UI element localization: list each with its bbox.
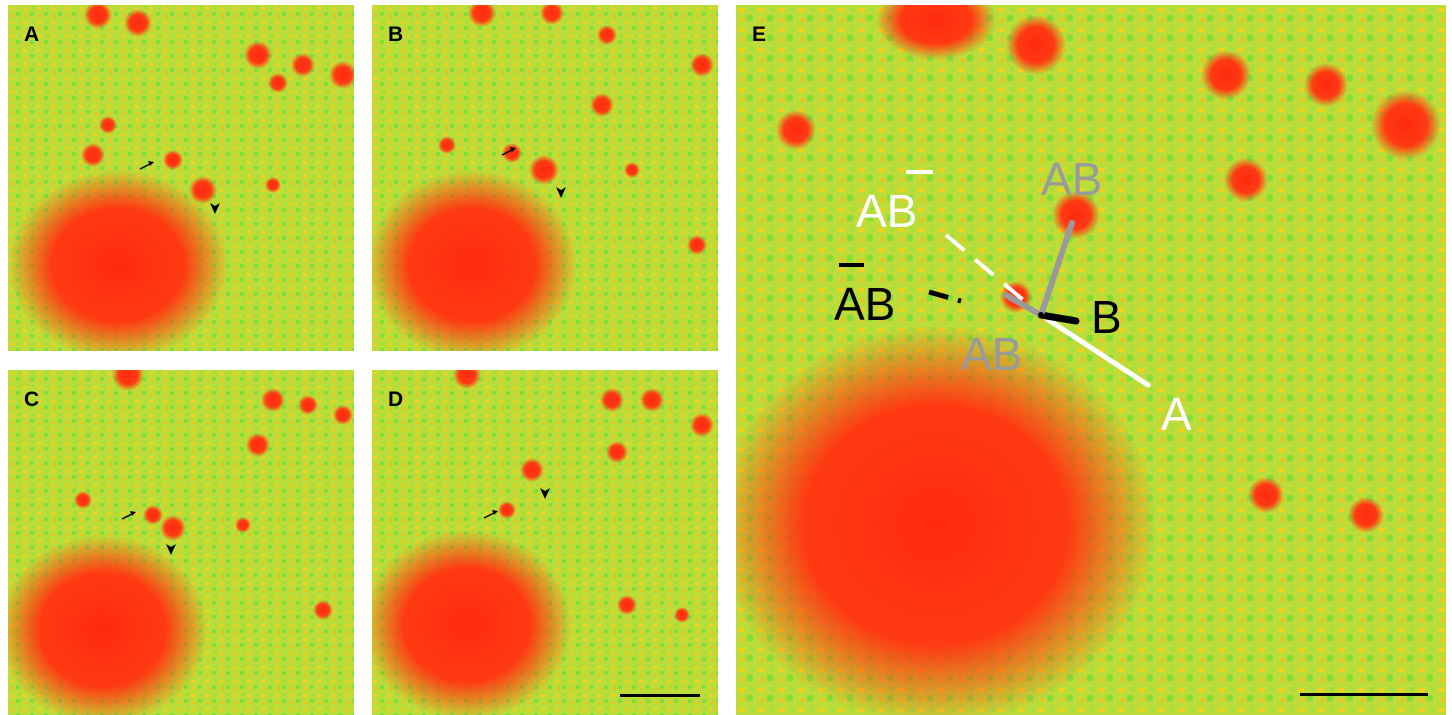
annot-label-ab-top: AB [1041,153,1102,205]
scale-bar [1300,693,1428,696]
vector-line-a [1038,312,1151,388]
arrow-icon [501,147,516,156]
annot-label-ab-bottom: AB [961,328,1022,380]
fluorescence-image-d [372,370,718,715]
fluorescence-image-a [8,5,354,351]
annot-label-abar-b: AB [834,278,895,330]
arrow-icon [121,511,136,520]
vector-line-ab-bottom [1003,292,1044,318]
vector-line-b [1037,311,1080,325]
panel-label-c: C [24,388,40,411]
vector-line-abar-b [928,289,962,304]
arrowhead-icon [210,203,220,214]
arrowhead-icon [540,488,550,499]
image-panel-b: B [372,5,718,351]
vector-line-ab-top [1038,220,1075,318]
vector-annotations: A B AB AB AB AB [834,153,1192,440]
image-panel-e: E A B AB AB AB AB [736,5,1446,715]
annot-label-a: A [1161,388,1192,440]
annot-label-b: B [1091,291,1122,343]
fluorescence-image-c [8,370,354,715]
fluorescence-image-e [736,5,1446,715]
panel-label-a: A [24,23,40,46]
scale-bar [620,694,700,697]
panel-label-e: E [752,23,767,46]
image-panel-a: A [8,5,354,351]
image-panel-d: D [372,370,718,715]
panel-label-b: B [388,23,404,46]
arrow-icon [483,510,498,519]
image-panel-c: C [8,370,354,715]
arrowhead-icon [556,187,566,198]
arrowhead-icon [166,544,176,555]
arrow-icon [139,161,154,170]
fluorescence-image-b [372,5,718,351]
annot-label-ab-bar: AB [856,185,917,237]
vector-line-ab-bar [944,233,1043,317]
panel-label-d: D [388,388,404,411]
